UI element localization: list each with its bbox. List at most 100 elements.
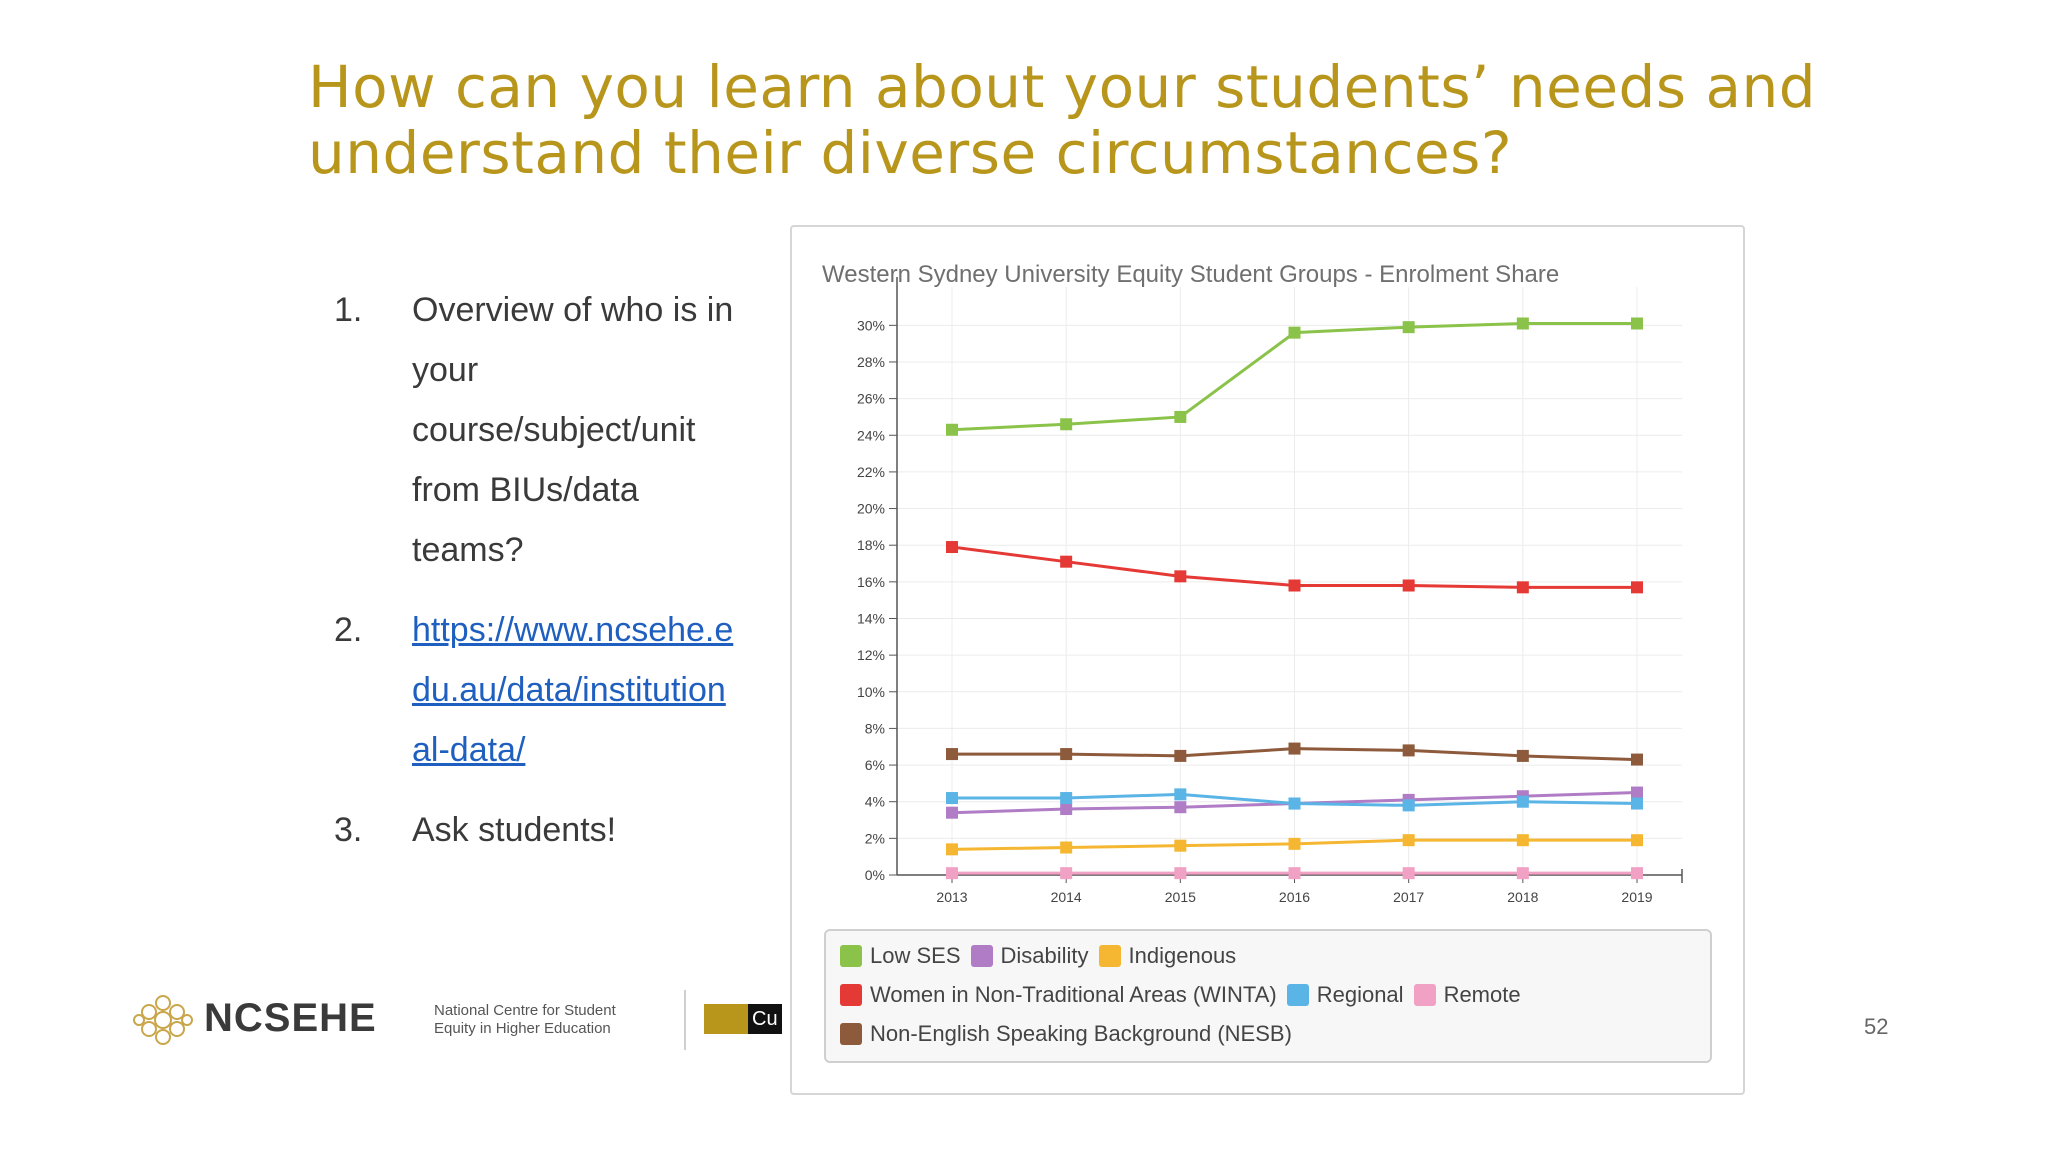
legend-item-nesb[interactable]: Non-English Speaking Background (NESB) xyxy=(840,1021,1292,1047)
logo-subtitle-line-2: Equity in Higher Education xyxy=(434,1020,611,1037)
x-tick-label: 2017 xyxy=(1393,889,1424,905)
legend-swatch xyxy=(1098,945,1121,967)
legend-row-3: Non-English Speaking Background (NESB) xyxy=(840,1021,1302,1047)
y-tick-label: 6% xyxy=(865,757,885,773)
y-tick-label: 8% xyxy=(865,720,885,736)
data-point-low-ses xyxy=(1174,410,1187,423)
y-tick-label: 10% xyxy=(857,684,885,700)
data-point-remote xyxy=(1516,867,1529,880)
partner-logo-text: Cu xyxy=(748,1004,782,1034)
legend-swatch xyxy=(1413,984,1436,1006)
x-tick-label: 2015 xyxy=(1165,889,1196,905)
y-tick-label: 30% xyxy=(857,317,885,333)
logo-wordmark: NCSEHE xyxy=(204,996,377,1040)
data-point-disability xyxy=(1060,803,1073,816)
x-tick-label: 2018 xyxy=(1507,889,1538,905)
slide-title: How can you learn about your students’ n… xyxy=(308,54,1868,186)
chart-card: Western Sydney University Equity Student… xyxy=(790,225,1745,1095)
slide-title-line-1: How can you learn about your students’ n… xyxy=(308,53,1817,121)
y-tick-label: 26% xyxy=(857,391,885,407)
legend-item-remote[interactable]: Remote xyxy=(1413,982,1521,1008)
data-point-low-ses xyxy=(1631,317,1643,330)
data-point-women-in-non-traditional-areas-winta xyxy=(1631,581,1643,594)
y-tick-label: 18% xyxy=(857,537,885,553)
data-point-remote xyxy=(946,867,958,880)
data-point-non-english-speaking-background-nesb xyxy=(1402,744,1415,757)
data-point-non-english-speaking-background-nesb xyxy=(1631,753,1643,766)
legend-label: Disability xyxy=(1000,943,1089,968)
legend-item-indigenous[interactable]: Indigenous xyxy=(1098,943,1237,969)
partner-logo-icon xyxy=(704,1004,748,1034)
data-point-remote xyxy=(1174,867,1187,880)
legend-swatch xyxy=(1286,984,1309,1006)
data-point-indigenous xyxy=(1402,834,1415,847)
numbered-list: 1. Overview of who is in your course/sub… xyxy=(334,280,754,880)
legend-swatch xyxy=(840,1023,862,1045)
data-point-disability xyxy=(946,806,958,819)
legend-swatch xyxy=(840,945,862,967)
y-tick-label: 0% xyxy=(865,867,885,883)
data-point-women-in-non-traditional-areas-winta xyxy=(1402,579,1415,592)
data-point-regional xyxy=(1516,795,1529,808)
data-point-disability xyxy=(1174,801,1187,814)
list-item-number: 2. xyxy=(334,611,363,649)
list-item: 3. Ask students! xyxy=(334,800,754,860)
legend-label: Indigenous xyxy=(1128,943,1237,968)
data-point-women-in-non-traditional-areas-winta xyxy=(1288,579,1301,592)
data-point-indigenous xyxy=(1174,839,1187,852)
data-point-non-english-speaking-background-nesb xyxy=(1060,748,1073,761)
legend-swatch xyxy=(970,945,993,967)
data-point-low-ses xyxy=(1288,326,1301,339)
legend-item-winta[interactable]: Women in Non-Traditional Areas (WINTA) xyxy=(840,982,1277,1008)
data-point-women-in-non-traditional-areas-winta xyxy=(1060,555,1073,568)
data-point-women-in-non-traditional-areas-winta xyxy=(1516,581,1529,594)
list-item: 2. https://www.ncsehe.edu.au/data/instit… xyxy=(334,600,754,780)
data-point-low-ses xyxy=(1060,418,1073,431)
slide-title-line-2: understand their diverse circumstances? xyxy=(308,119,1513,187)
y-tick-label: 16% xyxy=(857,574,885,590)
legend-item-low-ses[interactable]: Low SES xyxy=(840,943,961,969)
x-tick-label: 2016 xyxy=(1279,889,1310,905)
data-point-women-in-non-traditional-areas-winta xyxy=(946,541,958,554)
data-point-disability xyxy=(1631,786,1643,799)
data-point-non-english-speaking-background-nesb xyxy=(1288,742,1301,755)
data-point-women-in-non-traditional-areas-winta xyxy=(1174,570,1187,583)
legend-swatch xyxy=(840,984,862,1006)
line-chart: 0% 2% 4% 6% 8% 10% 12% 14% 16% 18% 20% 22% 24% 26% 28%… xyxy=(857,277,1683,905)
logo-subtitle: National Centre for Student Equity in Hi… xyxy=(434,1002,674,1038)
data-point-low-ses xyxy=(946,423,958,436)
logo-divider xyxy=(684,990,686,1050)
y-tick-label: 4% xyxy=(865,794,885,810)
data-point-remote xyxy=(1060,867,1073,880)
ncsehe-logo-icon xyxy=(133,995,193,1045)
data-point-non-english-speaking-background-nesb xyxy=(946,748,958,761)
y-tick-label: 2% xyxy=(865,830,885,846)
data-point-non-english-speaking-background-nesb xyxy=(1174,749,1187,762)
data-point-indigenous xyxy=(946,843,958,856)
data-point-indigenous xyxy=(1516,834,1529,847)
data-point-remote xyxy=(1288,867,1301,880)
data-point-regional xyxy=(1631,797,1643,810)
x-tick-label: 2014 xyxy=(1051,889,1082,905)
legend-label: Non-English Speaking Background (NESB) xyxy=(870,1021,1292,1046)
list-item-number: 3. xyxy=(334,811,363,849)
list-item-text: Overview of who is in your course/subjec… xyxy=(412,291,734,569)
y-tick-label: 28% xyxy=(857,354,885,370)
institutional-data-link[interactable]: https://www.ncsehe.edu.au/data/instituti… xyxy=(412,611,734,769)
legend-label: Low SES xyxy=(870,943,961,968)
chart-title: Western Sydney University Equity Student… xyxy=(822,261,1560,288)
legend-item-disability[interactable]: Disability xyxy=(970,943,1089,969)
chart-legend: Low SES Disability Indigenous Women in N… xyxy=(824,929,1712,1063)
data-point-indigenous xyxy=(1060,841,1073,854)
y-tick-label: 20% xyxy=(857,501,885,517)
footer-logo: NCSEHE National Centre for Student Equit… xyxy=(132,990,782,1050)
legend-row-1: Low SES Disability Indigenous xyxy=(840,943,1246,969)
x-tick-label: 2013 xyxy=(936,889,967,905)
list-item: 1. Overview of who is in your course/sub… xyxy=(334,280,754,580)
data-point-indigenous xyxy=(1288,837,1301,850)
list-item-number: 1. xyxy=(334,291,363,329)
data-point-regional xyxy=(1174,788,1187,801)
legend-item-regional[interactable]: Regional xyxy=(1286,982,1404,1008)
y-tick-label: 22% xyxy=(857,464,885,480)
legend-label: Regional xyxy=(1316,982,1404,1007)
